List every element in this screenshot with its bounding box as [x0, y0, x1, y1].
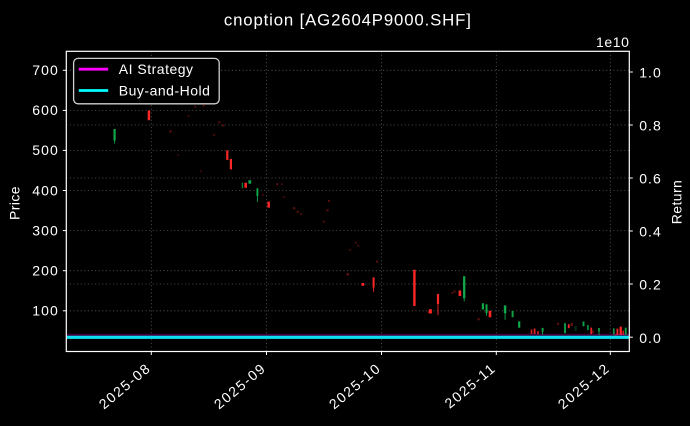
svg-text:300: 300 — [32, 222, 59, 238]
svg-text:0.0: 0.0 — [639, 330, 662, 346]
svg-text:0.6: 0.6 — [639, 171, 662, 187]
svg-text:100: 100 — [32, 303, 59, 319]
svg-text:700: 700 — [32, 62, 59, 78]
svg-text:0.8: 0.8 — [639, 118, 662, 134]
svg-text:1e10: 1e10 — [596, 34, 630, 50]
svg-text:0.2: 0.2 — [639, 277, 662, 293]
svg-text:500: 500 — [32, 142, 59, 158]
svg-text:Buy-and-Hold: Buy-and-Hold — [119, 82, 211, 98]
svg-text:1.0: 1.0 — [639, 65, 662, 81]
svg-text:AI Strategy: AI Strategy — [119, 61, 194, 77]
svg-text:200: 200 — [32, 263, 59, 279]
svg-text:600: 600 — [32, 102, 59, 118]
svg-text:Price: Price — [7, 186, 23, 220]
svg-text:0.4: 0.4 — [639, 224, 662, 240]
svg-text:400: 400 — [32, 182, 59, 198]
svg-text:Return: Return — [669, 180, 685, 224]
svg-text:cnoption [AG2604P9000.SHF]: cnoption [AG2604P9000.SHF] — [224, 11, 472, 30]
